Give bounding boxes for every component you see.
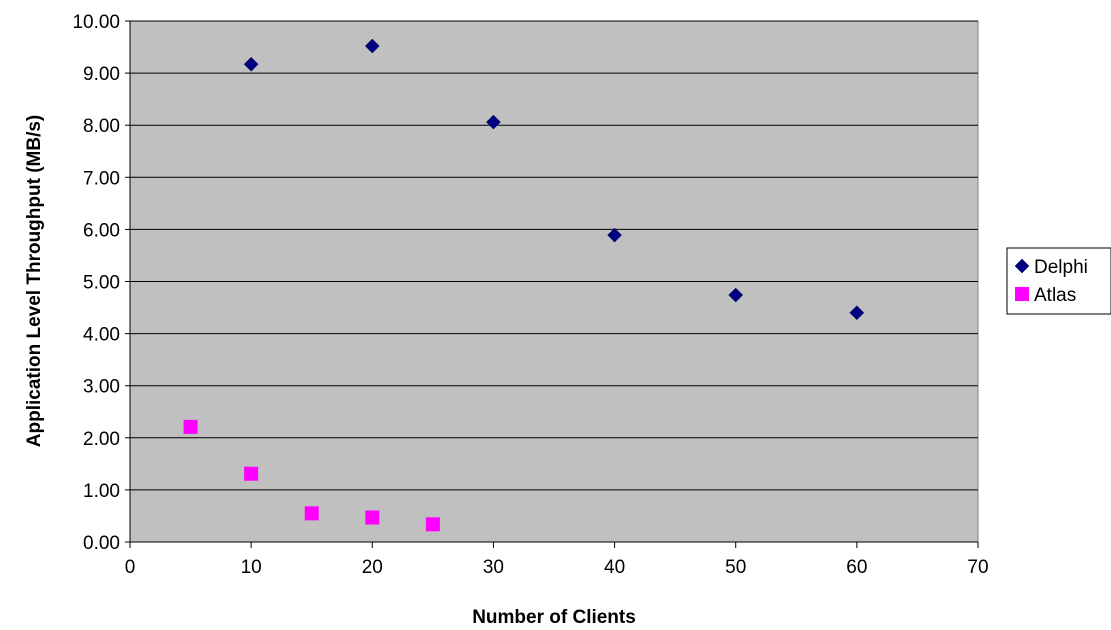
data-points	[183, 38, 865, 532]
gridlines	[130, 20, 978, 491]
atlas-legend-marker	[1015, 287, 1029, 301]
x-tick-labels: 0 10 20 30 40 50 60 70	[125, 557, 989, 578]
y-tick-label: 9.00	[83, 64, 120, 85]
x-tick-label: 60	[846, 557, 867, 578]
y-tick-label: 4.00	[83, 325, 120, 346]
delphi-legend-label: Delphi	[1034, 257, 1088, 278]
y-tick-label: 1.00	[83, 481, 120, 502]
x-tick-label: 70	[967, 557, 988, 578]
y-tick-label: 5.00	[83, 273, 120, 294]
x-tick-label: 0	[125, 557, 136, 578]
y-tick-label: 2.00	[83, 429, 120, 450]
x-tick-label: 30	[483, 557, 504, 578]
x-tick-label: 10	[241, 557, 262, 578]
delphi-point	[243, 56, 259, 72]
x-axis-title: Number of Clients	[472, 607, 636, 628]
y-tick-labels: 0.00 1.00 2.00 3.00 4.00 5.00 6.00 7.00 8.00 9.00…	[72, 12, 120, 554]
y-tick-label: 3.00	[83, 377, 120, 398]
delphi-point	[364, 38, 380, 54]
delphi-point	[849, 305, 865, 321]
x-tick-label: 50	[725, 557, 746, 578]
y-tick-label: 10.00	[72, 12, 120, 33]
legend: Delphi Atlas	[1006, 247, 1111, 315]
x-tick-label: 20	[362, 557, 383, 578]
axes	[125, 20, 979, 548]
y-tick-label: 7.00	[83, 168, 120, 189]
y-tick-label: 0.00	[83, 533, 120, 554]
y-axis-title: Application Level Throughput (MB/s)	[24, 115, 45, 447]
atlas-legend-label: Atlas	[1034, 285, 1076, 306]
legend-items: Delphi Atlas	[1014, 257, 1088, 306]
atlas-point	[183, 419, 198, 434]
atlas-point	[365, 510, 380, 525]
y-tick-label: 6.00	[83, 220, 120, 241]
delphi-point	[728, 287, 744, 303]
delphi-point	[486, 114, 501, 130]
legend-box	[1006, 247, 1111, 315]
atlas-point	[304, 506, 319, 521]
delphi-point	[607, 227, 622, 243]
atlas-point	[244, 466, 259, 481]
delphi-legend-marker	[1014, 258, 1030, 274]
y-tick-label: 8.00	[83, 116, 120, 137]
x-tick-label: 40	[604, 557, 625, 578]
atlas-point	[425, 517, 440, 532]
